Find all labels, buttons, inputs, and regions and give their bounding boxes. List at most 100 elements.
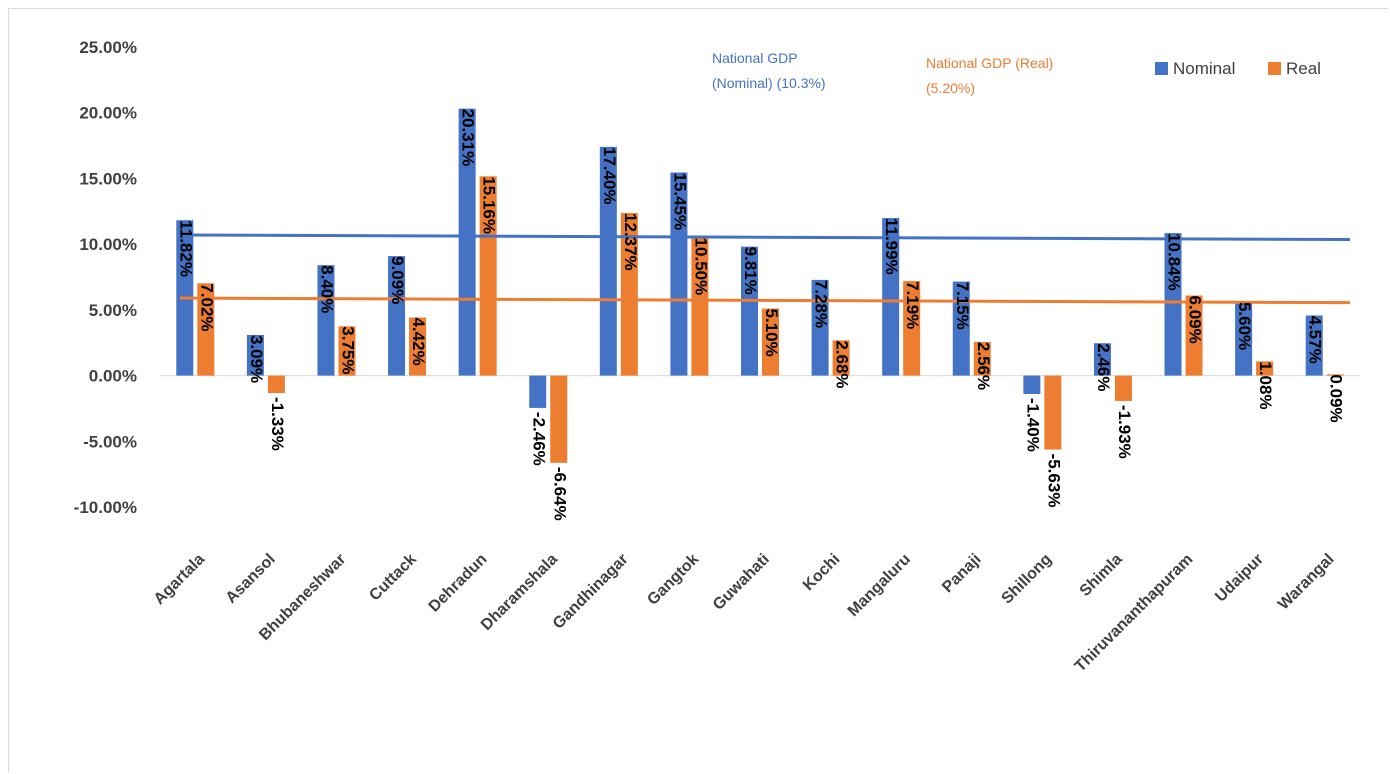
nominal-bar	[1023, 375, 1041, 394]
nominal-gdp-annotation: National GDP	[712, 50, 798, 66]
nominal-data-label: 11.82%	[176, 220, 195, 277]
nominal-bar	[1305, 315, 1323, 376]
nominal-bar	[599, 146, 617, 376]
category-label: Kochi	[800, 551, 843, 594]
real-bar	[479, 176, 497, 376]
real-data-label: -6.64%	[550, 467, 569, 521]
y-tick-label: 20.00%	[79, 104, 137, 123]
real-bar	[691, 237, 709, 376]
category-label: Asansol	[223, 551, 279, 607]
real-data-label: 6.09%	[1186, 296, 1205, 344]
nominal-data-label: 4.57%	[1306, 316, 1325, 364]
category-label: Warangal	[1275, 551, 1338, 614]
legend: Nominal Real	[1155, 59, 1321, 78]
nominal-data-label: 15.45%	[670, 173, 689, 231]
bars	[176, 108, 1344, 463]
nominal-bar	[1093, 343, 1111, 376]
nominal-bar	[458, 108, 476, 376]
real-data-label: 10.50%	[691, 238, 710, 296]
nominal-data-label: 7.28%	[812, 280, 831, 328]
nominal-data-label: 20.31%	[459, 109, 478, 167]
nominal-bar	[882, 217, 900, 376]
y-tick-label: 0.00%	[89, 367, 137, 386]
real-bar	[409, 317, 427, 376]
y-tick-label: 25.00%	[79, 38, 137, 57]
real-bar	[620, 212, 638, 376]
category-label: Agartala	[151, 551, 208, 608]
real-bar	[550, 375, 568, 463]
category-label: Thiruvananthapuram	[1072, 551, 1197, 676]
real-bar	[1044, 375, 1062, 450]
nominal-gdp-annotation: (Nominal) (10.3%)	[712, 75, 826, 91]
real-bar	[338, 326, 356, 376]
real-bar	[1114, 375, 1132, 401]
real-data-label: 15.16%	[480, 176, 499, 234]
nominal-bar	[529, 375, 547, 408]
real-data-label: 5.10%	[762, 309, 781, 357]
nominal-bar	[811, 279, 829, 376]
real-bar	[973, 341, 991, 376]
chart-frame	[8, 8, 1388, 772]
real-gdp-annotation: (5.20%)	[926, 80, 975, 96]
nominal-data-label: 9.81%	[741, 247, 760, 295]
nominal-bar	[246, 334, 264, 376]
y-tick-label: 10.00%	[79, 235, 137, 254]
nominal-data-label: -1.40%	[1023, 398, 1042, 452]
y-tick-label: 5.00%	[89, 301, 137, 320]
real-data-label: 2.68%	[833, 340, 852, 388]
category-label: Mangaluru	[845, 551, 914, 620]
real-data-label: 12.37%	[621, 213, 640, 271]
nominal-bar	[1164, 233, 1182, 376]
nominal-bar	[1235, 301, 1253, 376]
annotations: National GDP (Nominal) (10.3%) National GD…	[712, 50, 1053, 96]
real-bar	[197, 283, 215, 376]
real-data-label: -5.63%	[1044, 454, 1063, 508]
national-gdp-nominal-line	[179, 233, 1351, 242]
real-bar	[832, 340, 850, 376]
category-label: Dharamshala	[478, 551, 561, 634]
nominal-bar	[670, 172, 688, 376]
real-data-label: 1.08%	[1256, 361, 1275, 409]
real-bar	[1256, 361, 1274, 376]
category-label: Udaipur	[1212, 551, 1267, 606]
y-tick-label: 15.00%	[79, 169, 137, 188]
category-label: Gandhinagar	[550, 551, 632, 633]
real-data-label: 2.56%	[974, 342, 993, 390]
y-axis-ticks: 25.00% 20.00% 15.00% 10.00% 5.00% 0.00% -5.00%…	[74, 38, 137, 517]
real-data-label: -1.33%	[268, 397, 287, 451]
nominal-bar	[741, 246, 758, 376]
real-data-label: -1.93%	[1115, 405, 1134, 459]
data-labels: 11.82%7.02% 3.09%-1.33% 8.40%3.75% 9.09%4.4…	[176, 109, 1345, 521]
nominal-bar	[317, 265, 335, 376]
nominal-data-label: 17.40%	[600, 147, 619, 205]
legend-label-real: Real	[1286, 59, 1321, 78]
nominal-data-label: 11.99%	[882, 218, 901, 275]
legend-label-nominal: Nominal	[1173, 59, 1235, 78]
category-label: Shillong	[999, 551, 1056, 608]
nominal-data-label: 2.46%	[1094, 343, 1113, 391]
real-data-label: 0.09%	[1327, 374, 1346, 422]
nominal-bar	[388, 256, 406, 376]
nominal-data-label: 8.40%	[317, 265, 336, 313]
category-label: Cuttack	[366, 551, 420, 605]
real-data-label: 7.19%	[903, 281, 922, 329]
real-bar	[1185, 295, 1203, 376]
legend-swatch-nominal	[1155, 62, 1168, 75]
real-data-label: 3.75%	[338, 326, 357, 374]
y-tick-label: -5.00%	[83, 432, 137, 451]
category-label: Panaji	[939, 551, 984, 596]
y-tick-label: -10.00%	[74, 498, 137, 517]
nominal-data-label: 3.09%	[247, 335, 266, 383]
category-label: Dehradun	[426, 551, 491, 616]
category-label: Guwahati	[710, 551, 773, 614]
nominal-data-label: 5.60%	[1235, 302, 1254, 350]
category-label: Shimla	[1077, 551, 1126, 600]
nominal-data-label: 7.15%	[953, 282, 972, 330]
real-bar	[1326, 374, 1344, 376]
nominal-data-label: 9.09%	[388, 256, 407, 304]
category-label: Gangtok	[644, 551, 702, 609]
real-data-label: 4.42%	[409, 317, 428, 365]
nominal-data-label: -2.46%	[529, 412, 548, 466]
